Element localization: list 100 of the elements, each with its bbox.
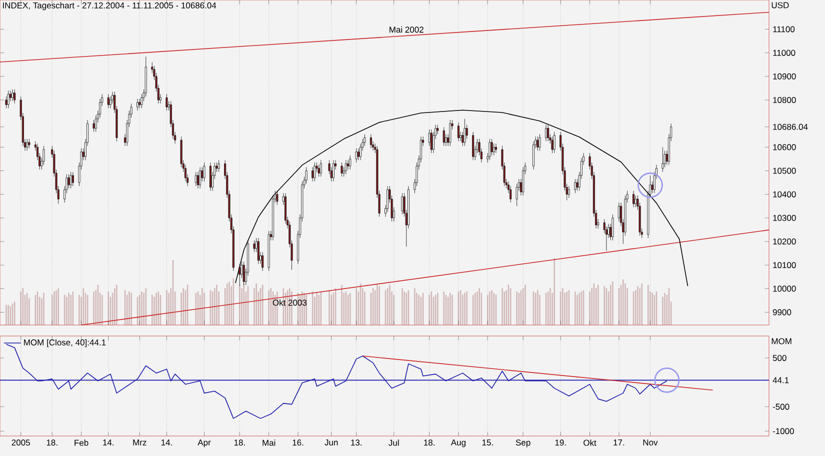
candlestick — [14, 89, 16, 104]
candlestick — [199, 167, 202, 189]
candlestick — [605, 226, 608, 252]
y-tick-label: 11100 — [773, 26, 795, 32]
candlestick — [42, 146, 45, 166]
candlestick — [638, 202, 641, 236]
y-axis-title: MOM — [772, 338, 792, 344]
candlestick — [442, 126, 445, 146]
candlestick — [305, 167, 308, 184]
candlestick — [478, 138, 480, 156]
candlestick — [553, 132, 556, 154]
candlestick — [576, 178, 578, 191]
candlestick — [357, 148, 360, 160]
y-tick-label: 44.1 — [772, 377, 789, 384]
candlestick — [495, 143, 497, 154]
candlestick — [432, 132, 434, 154]
annotation: Mai 2002 — [390, 26, 424, 33]
candlestick — [109, 96, 112, 108]
candlestick — [603, 218, 606, 234]
x-tick-label: 14. — [103, 440, 114, 446]
candlestick — [203, 162, 206, 182]
candlestick — [340, 162, 343, 177]
candlestick — [94, 115, 97, 132]
candlestick — [632, 190, 635, 208]
candlestick — [364, 134, 366, 146]
candlestick — [344, 160, 347, 174]
candlestick — [662, 146, 664, 172]
candlestick — [547, 124, 550, 142]
x-tick-label: Okt — [584, 440, 596, 446]
x-tick-label: Apr — [198, 440, 211, 448]
candlestick — [532, 141, 535, 170]
candlestick — [151, 62, 154, 74]
x-tick-label: Aug — [450, 440, 466, 448]
candlestick — [12, 89, 14, 102]
candlestick — [516, 184, 518, 206]
candlestick — [492, 143, 495, 156]
candlestick — [194, 172, 197, 186]
y-tick-label: 11000 — [773, 50, 796, 56]
x-tick-label: Sep — [516, 440, 530, 448]
candlestick — [140, 94, 143, 108]
y-tick-label: -500 — [772, 404, 790, 410]
candlestick — [70, 172, 72, 189]
candlestick — [462, 132, 464, 146]
candlestick — [68, 174, 70, 189]
candlestick — [360, 143, 362, 160]
candlestick — [510, 186, 512, 203]
x-tick-label: 17. — [614, 440, 624, 446]
candlestick — [196, 172, 199, 189]
y-tick-label: 10800 — [773, 96, 796, 104]
y-tick-label: 10100 — [773, 262, 796, 268]
candlestick — [272, 195, 274, 241]
candlestick — [476, 138, 478, 154]
candlestick — [372, 141, 374, 151]
candlestick — [370, 134, 372, 149]
candlestick — [536, 136, 539, 151]
candlestick — [436, 124, 439, 134]
y-tick-label: 10686.04 — [773, 124, 808, 130]
candlestick — [166, 94, 168, 111]
y-tick-label: 10500 — [773, 168, 796, 174]
candlestick — [7, 90, 10, 108]
annotation: Okt 2003 — [272, 299, 307, 306]
candlestick — [26, 138, 28, 151]
candlestick — [209, 162, 212, 191]
candlestick — [107, 94, 110, 108]
candlestick — [490, 138, 493, 156]
candlestick — [330, 167, 332, 182]
legend-label: MOM [Close, 40]:44.1 — [24, 339, 106, 348]
candlestick — [312, 167, 314, 182]
candlestick — [328, 160, 330, 174]
x-tick-label: 18. — [46, 440, 58, 446]
candlestick — [416, 162, 418, 186]
candlestick — [464, 118, 466, 146]
candlestick — [664, 150, 666, 168]
candlestick — [257, 238, 260, 264]
candlestick — [347, 160, 350, 170]
y-axis-title: USD — [772, 2, 789, 8]
candlestick — [201, 167, 204, 182]
x-tick-label: Mrz — [133, 440, 146, 446]
x-tick-label: Feb — [74, 440, 88, 446]
x-tick-label: 13. — [351, 440, 362, 446]
candlestick — [253, 240, 256, 252]
candlestick — [386, 186, 389, 212]
candlestick — [92, 120, 95, 132]
candlestick — [218, 160, 220, 172]
x-tick-label: 16. — [292, 440, 304, 446]
y-tick-label: 10200 — [773, 238, 796, 245]
y-tick-label: 10000 — [773, 286, 796, 292]
x-tick-label: Mai — [262, 440, 276, 446]
candlestick — [545, 124, 548, 142]
candlestick — [28, 138, 30, 149]
candlestick — [538, 134, 541, 151]
candlestick — [5, 96, 8, 108]
line-series — [235, 110, 688, 286]
candlestick — [314, 162, 316, 182]
candlestick — [332, 160, 334, 182]
candlestick — [551, 136, 554, 154]
candlestick — [184, 164, 186, 182]
candlestick — [568, 186, 570, 198]
candlestick — [612, 214, 614, 241]
candlestick — [180, 136, 182, 168]
